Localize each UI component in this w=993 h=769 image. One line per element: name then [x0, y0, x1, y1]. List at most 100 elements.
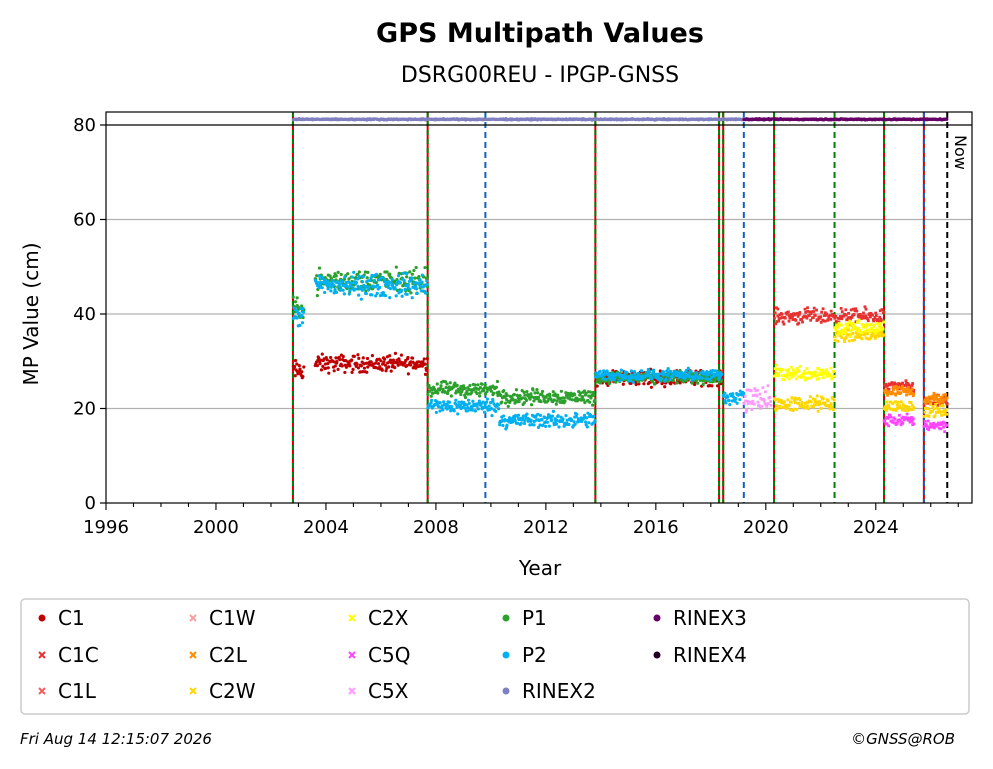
point-P2-4-13	[602, 369, 606, 373]
point-C2W-0-79	[821, 397, 825, 400]
legend-marker-C2L	[189, 651, 197, 659]
point-P1-2-92	[483, 392, 488, 396]
point-C2X-0-91	[829, 366, 833, 370]
point-C2X-1-78	[882, 320, 886, 324]
point-C1C-0-99	[834, 320, 838, 323]
point-P2-2-19	[438, 409, 442, 413]
point-C1-2-135	[678, 381, 682, 385]
point-C5Q-0-40	[908, 416, 911, 420]
point-C2X-0-29	[791, 371, 794, 375]
series-C1C	[773, 305, 949, 407]
point-P2-1-112	[383, 294, 388, 298]
point-C2X-0-95	[832, 370, 836, 373]
point-C5X-0-30	[761, 386, 765, 390]
point-P2-2-82	[477, 399, 481, 403]
point-C1-1-3	[315, 364, 319, 368]
point-C2X-0-66	[813, 370, 817, 374]
y-tick-label-80: 80	[73, 115, 96, 136]
point-P2-3-12	[505, 423, 509, 427]
point-P1-1-80	[363, 270, 368, 274]
point-C1C-2-0	[922, 403, 926, 407]
legend-box	[20, 598, 970, 715]
point-C2W-0-37	[796, 397, 799, 401]
point-C1C-0-80	[823, 314, 826, 318]
point-C1-2-158	[692, 382, 697, 387]
point-C1-1-125	[391, 358, 395, 362]
point-C2W-0-66	[813, 398, 817, 401]
point-P2-1-11	[320, 286, 324, 290]
point-P2-1-54	[347, 292, 351, 296]
point-C2W-3-21	[936, 410, 939, 414]
point-C1-1-9	[319, 358, 323, 362]
point-C1C-0-107	[839, 306, 843, 310]
point-P1-2-31	[445, 391, 450, 396]
point-P2-3-141	[585, 425, 589, 429]
point-C2X-1-40	[858, 329, 862, 332]
point-C2W-2-29	[901, 408, 904, 412]
point-C2W-1-44	[860, 337, 864, 341]
point-C1C-0-51	[804, 315, 808, 318]
point-P2-2-80	[476, 407, 480, 411]
point-C2W-2-37	[906, 405, 909, 409]
point-C2X-0-82	[824, 372, 828, 376]
point-P2-3-132	[580, 419, 584, 424]
point-C1-1-119	[388, 354, 392, 358]
point-C2L-0-13	[891, 391, 895, 395]
point-C2X-1-14	[842, 328, 845, 332]
legend-label-C2X: C2X	[368, 606, 409, 630]
point-C1-1-59	[350, 370, 354, 374]
point-P2-4-170	[700, 376, 704, 380]
point-C5X-0-1	[743, 395, 747, 398]
plot-area-frame	[105, 111, 973, 504]
point-C2L-0-29	[901, 384, 904, 388]
point-P1-3-144	[588, 400, 592, 404]
point-P1-3-41	[523, 393, 527, 397]
point-C1-1-112	[383, 363, 388, 367]
point-C1C-0-160	[872, 318, 876, 322]
point-P2-4-139	[680, 372, 684, 376]
point-C1-1-30	[332, 369, 336, 373]
point-C5X-0-0	[742, 402, 746, 406]
point-P2-2-5	[429, 401, 433, 405]
point-C2W-0-70	[816, 409, 820, 413]
point-P2-1-70	[357, 274, 361, 278]
point-P2-2-98	[487, 404, 491, 408]
point-C1C-0-114	[844, 308, 848, 312]
point-P2-1-12	[321, 275, 325, 280]
point-C2L-0-15	[892, 386, 896, 390]
point-C1C-1-5	[886, 384, 889, 388]
point-P2-4-50	[625, 370, 629, 375]
point-C2W-2-27	[899, 400, 903, 404]
point-C2X-0-24	[787, 377, 791, 381]
point-C2W-0-69	[815, 394, 819, 398]
point-C2W-0-39	[797, 402, 801, 405]
point-C1C-0-89	[828, 314, 832, 317]
point-C1C-0-59	[809, 312, 813, 316]
point-C5X-0-9	[748, 388, 752, 392]
point-P2-3-51	[529, 418, 533, 422]
point-C1C-0-163	[874, 314, 878, 318]
point-P1-3-86	[551, 390, 555, 394]
point-C2W-0-51	[804, 406, 808, 410]
point-C2L-1-28	[940, 395, 944, 399]
point-P1-3-27	[514, 388, 519, 392]
point-P2-1-146	[404, 272, 409, 276]
point-P2-1-91	[370, 273, 374, 277]
point-P1-1-146	[405, 275, 409, 279]
point-P1-1-161	[414, 265, 418, 270]
point-C1C-0-41	[798, 311, 802, 314]
point-C2L-0-36	[905, 389, 909, 392]
point-C1C-0-81	[823, 319, 827, 323]
point-P2-1-66	[354, 280, 358, 285]
point-C1C-0-130	[854, 307, 858, 311]
point-C5Q-0-17	[893, 417, 897, 421]
point-C5Q-1-31	[942, 425, 945, 429]
point-C2W-0-94	[831, 397, 835, 401]
point-C5X-0-25	[758, 392, 762, 396]
point-C1C-0-105	[838, 316, 842, 320]
point-C2L-1-29	[940, 398, 944, 402]
point-C2X-1-16	[843, 327, 847, 330]
point-P1-3-25	[513, 401, 517, 405]
point-P2-2-89	[481, 405, 486, 410]
legend-label-RINEX2: RINEX2	[522, 679, 596, 703]
